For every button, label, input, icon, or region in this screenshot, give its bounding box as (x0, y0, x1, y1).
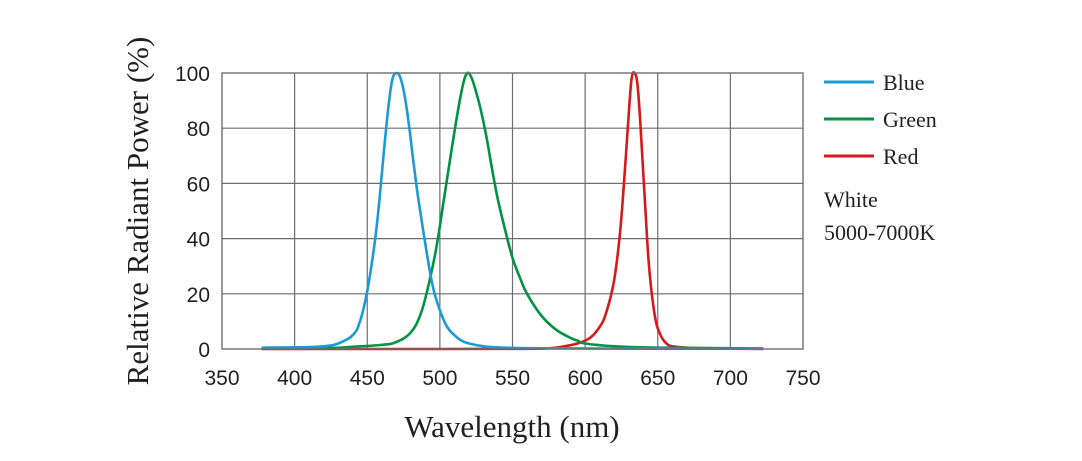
y-tick-label: 60 (187, 173, 210, 196)
legend-label-green: Green (883, 107, 937, 132)
x-tick-label: 700 (713, 367, 748, 390)
x-tick-label: 500 (422, 367, 457, 390)
x-tick-label: 400 (277, 367, 312, 390)
series-line-green (261, 71, 764, 350)
y-tick-label: 0 (198, 339, 210, 362)
x-axis-title: Wavelength (nm) (404, 409, 619, 444)
plot-frame (221, 72, 804, 350)
y-axis-title: Relative Radiant Power (%) (120, 37, 155, 386)
white-cct-range-label: 5000-7000K (824, 220, 935, 245)
y-tick-label: 40 (187, 229, 210, 252)
x-tick-label: 450 (350, 367, 385, 390)
x-tick-label: 750 (785, 367, 820, 390)
plot-series (261, 71, 764, 351)
x-tick-label: 550 (495, 367, 530, 390)
white-note-label: White (824, 187, 878, 212)
legend-label-red: Red (883, 144, 918, 169)
y-tick-label: 100 (175, 63, 210, 86)
x-axis-ticks: 350 400 450 500 550 600 650 700 750 (204, 367, 820, 390)
x-tick-label: 600 (568, 367, 603, 390)
y-tick-label: 80 (187, 118, 210, 141)
series-line-blue (261, 71, 764, 351)
legend-label-blue: Blue (883, 70, 925, 95)
grid (222, 73, 803, 349)
x-tick-label: 650 (640, 367, 675, 390)
y-axis-ticks: 0 20 40 60 80 100 (175, 63, 210, 362)
legend: Blue Green Red (824, 70, 937, 169)
x-tick-label: 350 (204, 367, 239, 390)
y-tick-label: 20 (187, 284, 210, 307)
